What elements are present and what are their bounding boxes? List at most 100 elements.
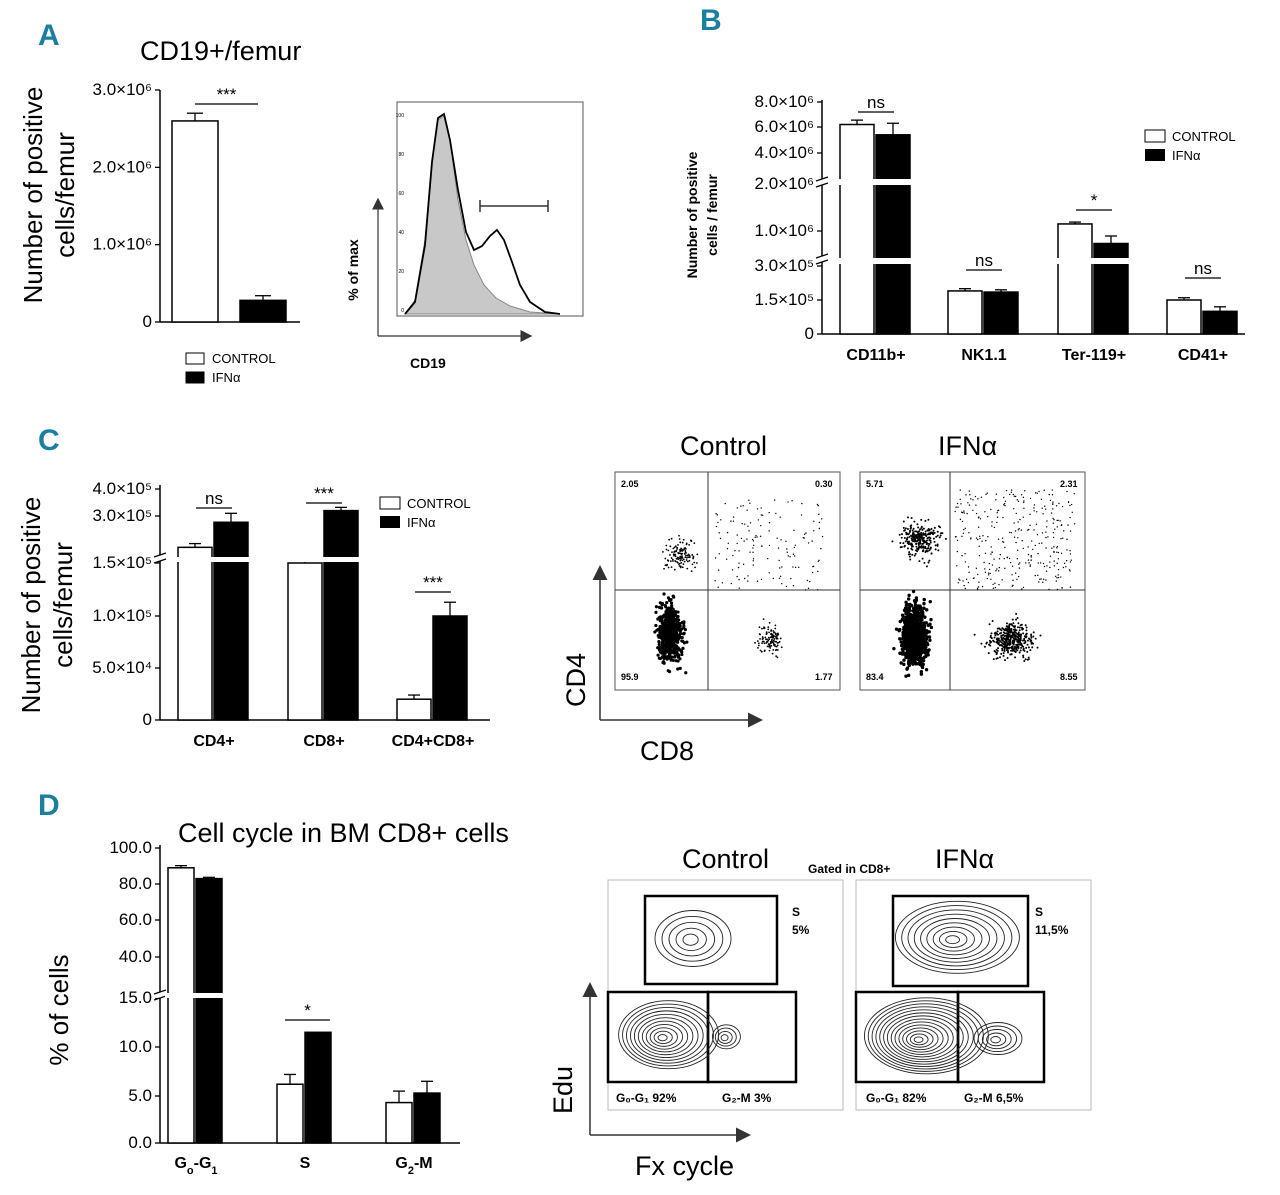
c-flow-event-dot — [956, 502, 959, 505]
c-flow-event-dot — [667, 624, 671, 629]
c-flow-event-dot — [658, 648, 662, 652]
c-flow-event-dot — [984, 511, 986, 513]
c-flow-event-dot — [781, 582, 783, 585]
c-flow-event-dot — [738, 550, 740, 552]
c-flow-event-dot — [1004, 644, 1007, 647]
c-flow-event-dot — [923, 615, 927, 619]
c-flow-event-dot — [732, 516, 735, 518]
c-flow-event-dot — [771, 635, 773, 638]
c-bar-ifn — [213, 521, 249, 721]
c-flow-event-dot — [1016, 549, 1019, 551]
d-flow-contour — [653, 1030, 673, 1045]
c-flow-event-dot — [1070, 559, 1073, 561]
c-flow-event-dot — [666, 617, 670, 621]
c-flow-event-dot — [772, 630, 775, 632]
c-flow-event-dot — [1023, 660, 1026, 663]
c-flow-event-dot — [920, 618, 924, 622]
c-flow-event-dot — [1003, 648, 1006, 651]
d-bar-control — [276, 1083, 304, 1144]
c-flow-event-dot — [1035, 511, 1038, 513]
c-flow-event-dot — [1025, 646, 1028, 649]
c-flow-event-dot — [911, 589, 916, 594]
c-flow-event-dot — [1046, 520, 1048, 522]
c-flow-event-dot — [1039, 578, 1041, 581]
c-flow-event-dot — [1005, 625, 1008, 628]
d-tick-label: 0.0 — [128, 1133, 152, 1152]
c-flow-event-dot — [1004, 641, 1007, 644]
c-flow-event-dot — [1002, 516, 1004, 519]
c-flow-event-dot — [963, 528, 965, 531]
c-flow-event-dot — [681, 559, 684, 562]
d-tick-label: 5.0 — [128, 1086, 152, 1105]
c-flow-event-dot — [668, 538, 671, 541]
c-flow-event-dot — [1036, 646, 1039, 649]
c-flow-event-dot — [980, 642, 983, 645]
c-flow-event-dot — [918, 537, 921, 540]
c-flow-x-label: CD8 — [640, 736, 694, 766]
c-flow-event-dot — [731, 569, 734, 571]
c-flow-event-dot — [1045, 547, 1047, 549]
c-flow-event-dot — [925, 565, 928, 568]
c-flow-event-dot — [681, 557, 684, 559]
c-flow-event-dot — [1022, 648, 1025, 651]
c-flow-event-dot — [964, 527, 966, 529]
c-flow-event-dot — [902, 526, 905, 529]
c-flow-event-dot — [991, 551, 993, 553]
c-flow-event-dot — [1045, 536, 1047, 539]
c-flow-event-dot — [1030, 540, 1033, 542]
c-flow-event-dot — [772, 577, 775, 580]
c-flow-event-dot — [768, 645, 771, 647]
d-tick-label: 80.0 — [119, 874, 152, 893]
c-flow-event-dot — [681, 566, 684, 569]
c-flow-event-dot — [806, 579, 809, 582]
c-flow-event-dot — [766, 641, 769, 643]
c-flow-event-dot — [1018, 562, 1021, 564]
c-flow-event-dot — [772, 642, 775, 645]
c-flow-event-dot — [777, 633, 780, 636]
c-flow-event-dot — [907, 633, 912, 638]
c-flow-event-dot — [992, 658, 995, 661]
c-flow-event-dot — [937, 549, 940, 552]
c-flow-event-dot — [742, 563, 745, 566]
c-flow-event-dot — [910, 545, 913, 548]
c-flow-event-dot — [986, 577, 988, 580]
c-flow-event-dot — [926, 550, 929, 553]
c-flow-event-dot — [996, 512, 998, 514]
c-flow-event-dot — [924, 645, 928, 649]
d-flow-contour — [668, 921, 716, 957]
c-flow-event-dot — [956, 565, 958, 567]
c-flow-event-dot — [1015, 646, 1018, 649]
c-flow-event-dot — [987, 572, 990, 574]
c-flow-event-dot — [989, 572, 991, 575]
c-flow-event-dot — [1005, 489, 1008, 492]
c-flow-ifn-q-ul: 5.71 — [866, 479, 884, 489]
c-flow-event-dot — [983, 645, 986, 648]
c-flow-event-dot — [925, 648, 930, 653]
c-flow-event-dot — [664, 656, 669, 660]
c-flow-event-dot — [1030, 559, 1032, 561]
c-flow-event-dot — [965, 494, 967, 496]
c-flow-event-dot — [907, 608, 912, 613]
c-flow-event-dot — [664, 647, 668, 651]
c-flow-event-dot — [678, 631, 683, 636]
c-flow-event-dot — [1022, 645, 1025, 648]
d-flow-y-label: Edu — [548, 1066, 578, 1114]
c-flow-event-dot — [913, 554, 916, 557]
c-flow-event-dot — [1017, 575, 1020, 578]
c-flow-event-dot — [1062, 537, 1064, 539]
c-flow-event-dot — [908, 631, 913, 635]
c-flow-event-dot — [1043, 505, 1046, 507]
c-flow-event-dot — [726, 531, 729, 534]
c-flow-event-dot — [924, 667, 929, 672]
b-significance-label: ns — [1194, 259, 1212, 278]
c-flow-event-dot — [981, 540, 983, 542]
c-y-axis-label-line1: Number of positive — [16, 497, 46, 714]
c-flow-event-dot — [920, 665, 925, 670]
c-flow-event-dot — [954, 510, 956, 513]
c-flow-event-dot — [901, 633, 905, 637]
c-flow-event-dot — [768, 649, 771, 652]
b-tick-label: 4.0×10⁶ — [755, 143, 814, 162]
c-flow-event-dot — [761, 636, 764, 638]
c-flow-event-dot — [752, 560, 754, 562]
c-flow-event-dot — [909, 525, 912, 528]
